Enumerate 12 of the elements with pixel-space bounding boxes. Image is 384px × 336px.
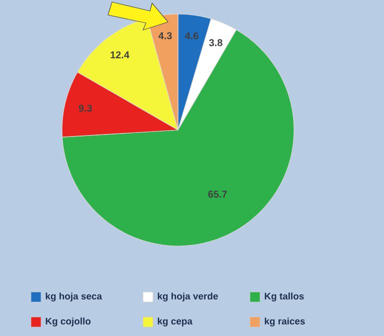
legend-label: kg raices [264, 318, 305, 326]
data-label: 4.6 [184, 32, 198, 40]
legend-label: kg hoja seca [46, 292, 102, 302]
legend-label: Kg tallos [264, 292, 304, 302]
legend-label: kg cepa [158, 318, 193, 326]
legend-label: Kg cojollo [46, 318, 91, 326]
legend-label: kg hoja verde [158, 292, 218, 302]
data-label: 3.8 [209, 39, 222, 46]
data-label: 9.3 [78, 104, 92, 112]
data-label: 4.3 [158, 32, 172, 40]
data-label: 65.7 [208, 190, 227, 198]
data-label: 12.4 [110, 51, 130, 58]
